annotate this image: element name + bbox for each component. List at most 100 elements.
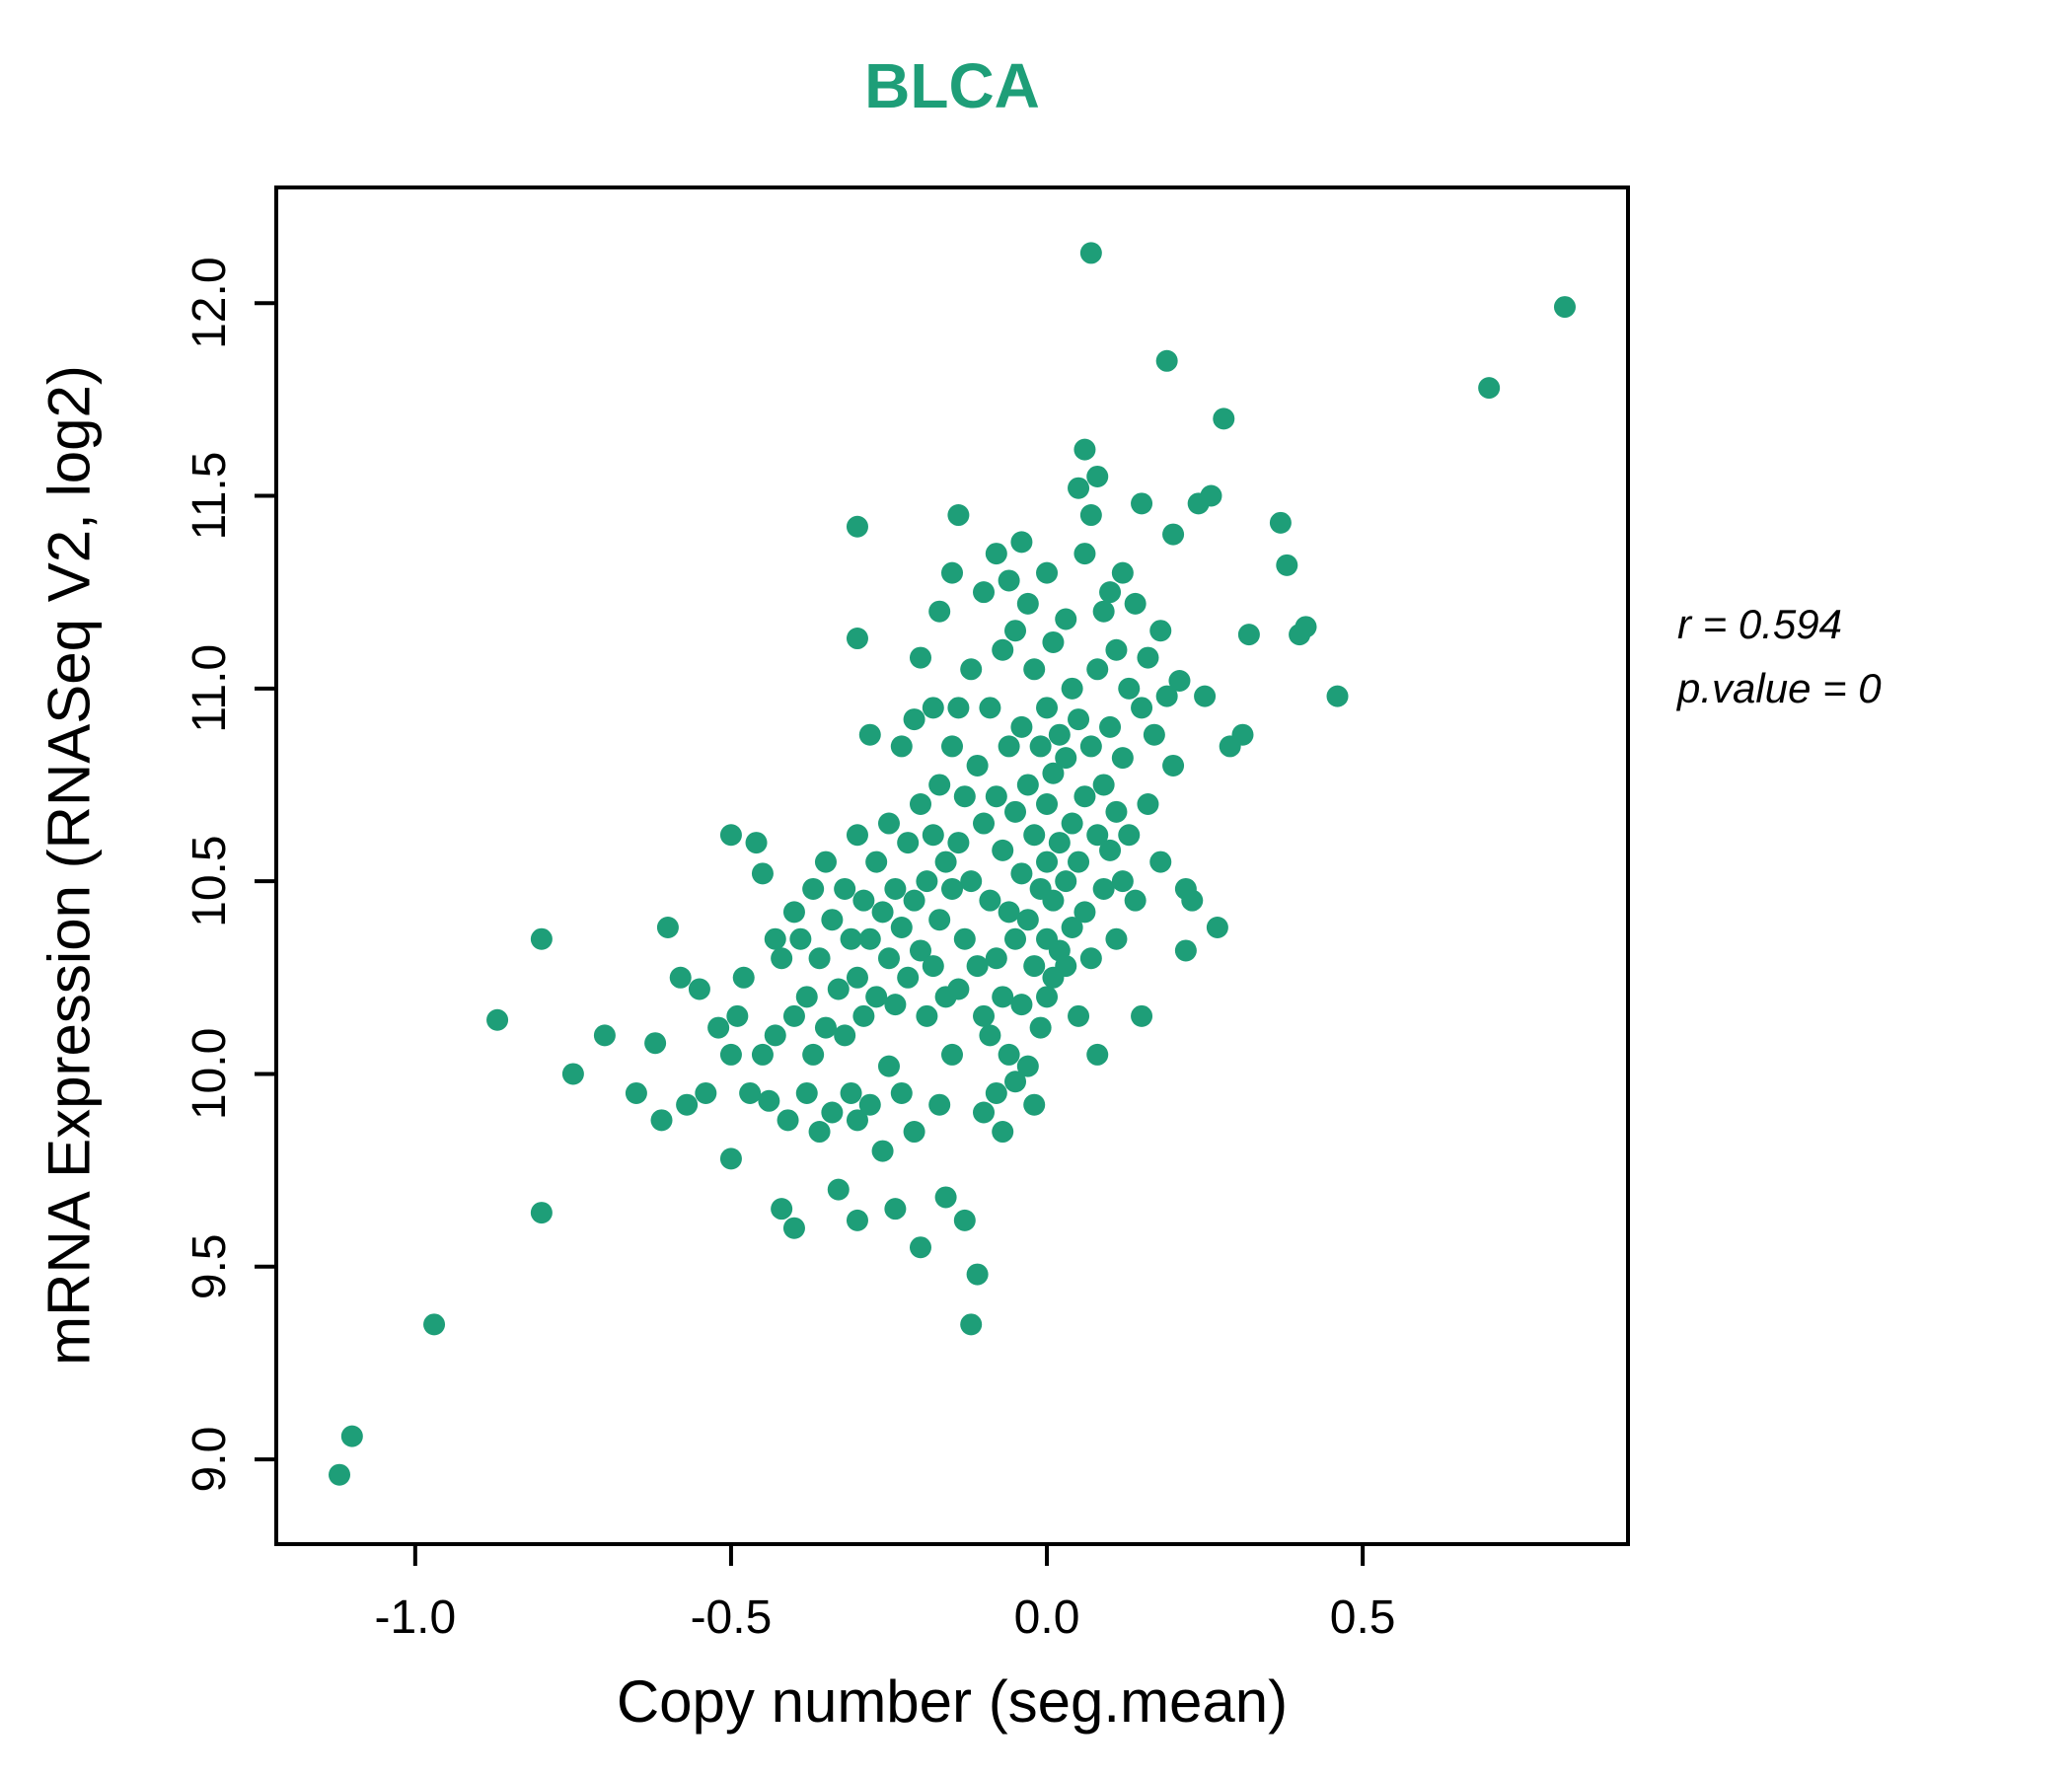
- y-tick-label: 12.0: [184, 257, 236, 348]
- data-point: [1073, 901, 1096, 924]
- data-point: [834, 1024, 856, 1047]
- data-point: [821, 1101, 844, 1124]
- data-point: [985, 1081, 1007, 1104]
- data-point: [1200, 484, 1222, 507]
- data-point: [960, 870, 983, 893]
- data-point: [998, 1043, 1020, 1066]
- data-point: [1174, 939, 1197, 962]
- data-point: [941, 877, 963, 900]
- data-point: [973, 1101, 996, 1124]
- data-point: [758, 1089, 780, 1112]
- data-point: [1023, 658, 1046, 681]
- data-point: [688, 978, 710, 1000]
- data-point: [1162, 523, 1185, 546]
- data-point: [973, 1004, 996, 1027]
- data-point: [865, 851, 888, 873]
- data-point: [1016, 592, 1039, 615]
- data-point: [922, 955, 944, 978]
- data-point: [1231, 723, 1254, 746]
- data-point: [593, 1024, 616, 1047]
- data-point: [1055, 608, 1077, 630]
- data-point: [1010, 994, 1033, 1016]
- data-point: [992, 638, 1014, 661]
- data-point: [1099, 839, 1122, 861]
- data-point: [1168, 670, 1191, 692]
- data-point: [840, 927, 862, 950]
- data-point: [1055, 955, 1077, 978]
- data-point: [858, 1093, 881, 1116]
- data-point: [877, 1055, 900, 1077]
- data-point: [846, 515, 868, 538]
- data-point: [1131, 492, 1153, 515]
- data-point: [1118, 677, 1141, 700]
- data-point: [953, 785, 976, 808]
- data-point: [789, 927, 812, 950]
- data-point: [903, 889, 925, 912]
- y-tick-label: 11.0: [184, 644, 236, 733]
- data-point: [979, 697, 1001, 719]
- data-point: [1004, 1071, 1027, 1093]
- data-point: [827, 1178, 850, 1201]
- data-point: [922, 824, 944, 847]
- data-point: [530, 1202, 553, 1224]
- data-point: [852, 889, 875, 912]
- data-point: [1061, 917, 1083, 938]
- data-point: [1004, 620, 1027, 642]
- data-point: [719, 824, 742, 847]
- data-point: [1124, 889, 1147, 912]
- data-point: [656, 917, 679, 938]
- data-point: [858, 723, 881, 746]
- data-point: [1086, 658, 1109, 681]
- data-point: [1042, 630, 1065, 653]
- data-point: [719, 1043, 742, 1066]
- data-point: [979, 889, 1001, 912]
- data-point: [782, 901, 805, 924]
- data-point: [852, 1004, 875, 1027]
- x-axis-label: Copy number (seg.mean): [616, 1668, 1289, 1735]
- y-tick-label: 11.5: [184, 452, 236, 541]
- data-point: [1010, 531, 1033, 554]
- data-point: [1137, 793, 1159, 815]
- data-point: [916, 870, 938, 893]
- data-point: [1079, 947, 1102, 970]
- data-point: [1036, 986, 1059, 1008]
- data-point: [1061, 812, 1083, 835]
- data-point: [1143, 723, 1165, 746]
- data-point: [992, 1121, 1014, 1144]
- data-point: [764, 927, 786, 950]
- data-point: [1276, 554, 1298, 576]
- data-point: [877, 812, 900, 835]
- x-tick-label: -1.0: [374, 1591, 456, 1644]
- p-value-text: p.value = 0: [1677, 665, 1882, 712]
- data-point: [846, 1209, 868, 1231]
- data-point: [676, 1093, 699, 1116]
- data-point: [1086, 824, 1109, 847]
- data-point: [1111, 561, 1134, 584]
- data-point: [802, 1043, 825, 1066]
- data-point: [1553, 296, 1576, 319]
- data-point: [909, 793, 931, 815]
- data-point: [707, 1016, 730, 1039]
- data-point: [1068, 477, 1090, 499]
- plot-title: BLCA: [864, 50, 1040, 121]
- data-point: [890, 1081, 913, 1104]
- data-point: [846, 1109, 868, 1132]
- data-point: [1004, 927, 1027, 950]
- data-point: [934, 1186, 957, 1209]
- data-point: [998, 569, 1020, 592]
- data-point: [732, 966, 755, 989]
- data-point: [1137, 646, 1159, 669]
- data-point: [1055, 870, 1077, 893]
- data-point: [782, 1217, 805, 1239]
- data-point: [846, 824, 868, 847]
- data-point: [1029, 1016, 1052, 1039]
- data-point: [1068, 851, 1090, 873]
- data-point: [782, 1004, 805, 1027]
- data-point: [1155, 349, 1178, 372]
- data-point: [909, 1236, 931, 1259]
- data-point: [1010, 862, 1033, 885]
- data-point: [1079, 242, 1102, 264]
- data-point: [1055, 747, 1077, 770]
- data-point: [1073, 785, 1096, 808]
- x-tick-label: -0.5: [691, 1591, 773, 1644]
